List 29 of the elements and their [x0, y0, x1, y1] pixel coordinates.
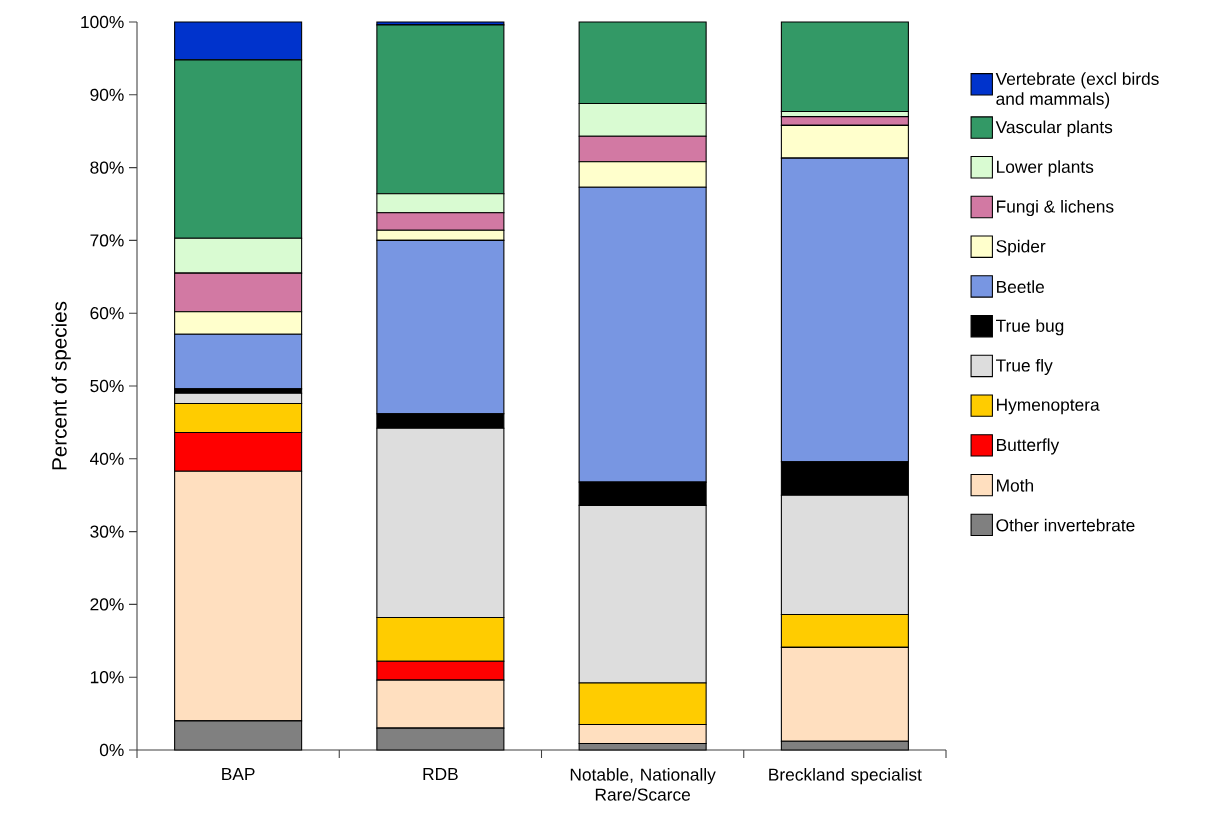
x-tick-label: Notable, Nationally Rare/Scarce: [570, 768, 716, 801]
y-tick-label: 50%: [90, 379, 124, 393]
legend-label: Butterfly: [997, 438, 1060, 455]
legend-label: Vertebrate (excl birds and mammals): [995, 72, 1159, 109]
y-tick-label: 0%: [99, 743, 124, 757]
y-tick-label: 80%: [90, 161, 124, 174]
bar: [780, 21, 909, 113]
y-tick-label: 100%: [81, 15, 124, 29]
y-tick-label: 40%: [90, 452, 124, 465]
legend-label: Lower plants: [997, 160, 1094, 177]
legend-label: Beetle: [997, 280, 1044, 293]
y-axis-title: Percent of species: [51, 301, 71, 470]
y-tick-label: 90%: [90, 88, 124, 101]
legend-label: Other invertebrate: [996, 518, 1135, 532]
y-tick-label: 20%: [90, 598, 124, 611]
legend-label: Vascular plants: [995, 120, 1113, 137]
x-tick-label: BAP: [222, 768, 255, 780]
legend-label: True fly: [996, 358, 1053, 376]
y-tick-label: 60%: [90, 307, 124, 320]
y-tick-label: 30%: [90, 525, 124, 538]
legend-label: Hymenoptera: [997, 398, 1100, 415]
legend-label: Spider: [996, 239, 1046, 256]
legend-label: Fungi & lichens: [997, 199, 1114, 217]
x-tick-label: Breckland specialist: [769, 768, 922, 785]
x-tick-label: RDB: [423, 768, 458, 780]
legend-label: True bug: [996, 319, 1064, 336]
legend-label: Moth: [997, 478, 1034, 492]
y-tick-label: 10%: [90, 671, 124, 684]
y-tick-label: 70%: [90, 234, 124, 247]
